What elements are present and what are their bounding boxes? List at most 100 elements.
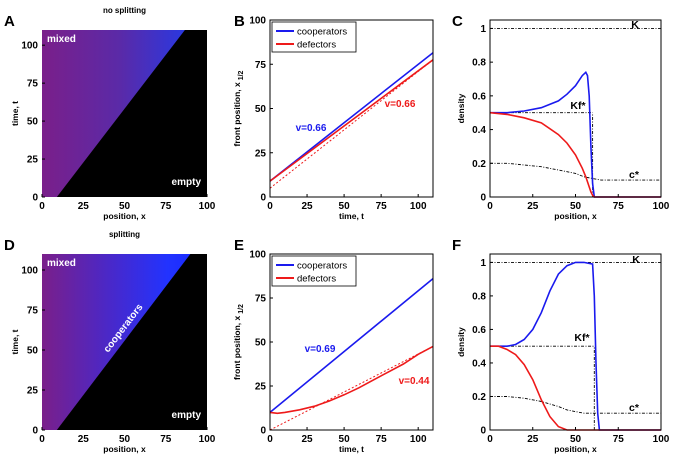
legend-label-defectors: defectors — [297, 274, 336, 285]
reference-label: c* — [629, 402, 640, 414]
mixed-region — [42, 30, 185, 197]
x-tick-label: 75 — [376, 201, 388, 212]
asymptote-line — [269, 59, 434, 189]
x-axis-label: position, x — [554, 211, 597, 221]
empty-label: empty — [172, 410, 202, 421]
y-tick-label: 0 — [260, 193, 266, 204]
legend-label-cooperators: cooperators — [297, 27, 347, 38]
y-tick-label: 0 — [32, 426, 38, 437]
reference-label: K — [631, 19, 639, 31]
velocity-label: v=0.66 — [296, 123, 327, 134]
panel-letter: D — [4, 237, 15, 254]
x-axis-label: position, x — [554, 444, 597, 454]
x-axis-label: position, x — [103, 211, 146, 221]
y-tick-label: 1 — [480, 24, 486, 35]
x-axis-label: position, x — [103, 444, 146, 454]
y-axis-label-subscript: 1/2 — [238, 304, 245, 316]
line-panel-c: K Kf* c* — [489, 19, 661, 198]
series-line-cooperators — [269, 52, 434, 182]
legend-box — [271, 255, 357, 287]
axes-panel-b: 0 25 50 75 100 0 25 50 75 100 time, t front positio… — [232, 13, 434, 221]
x-tick-label: 0 — [487, 434, 493, 445]
y-tick-label: 75 — [27, 79, 39, 90]
legend-label-defectors: defectors — [297, 40, 336, 51]
line-panel-b: cooperators defectors v=0.66 v=0.66 — [269, 21, 434, 189]
x-tick-label: 0 — [267, 201, 273, 212]
y-tick-label: 100 — [249, 16, 266, 27]
velocity-label: v=0.69 — [305, 344, 336, 355]
series-line-cooperators — [490, 261, 661, 431]
x-tick-label: 75 — [376, 434, 388, 445]
line-panel-f: K Kf* c* — [490, 254, 661, 431]
y-tick-label: 0.6 — [472, 325, 486, 336]
x-tick-label: 25 — [527, 434, 539, 445]
y-tick-label: 0.4 — [472, 125, 486, 136]
reference-label: Kf* — [570, 100, 586, 112]
y-tick-label: 75 — [255, 60, 267, 71]
series-line-cooperators — [269, 277, 434, 414]
x-tick-label: 50 — [570, 201, 582, 212]
line-panel-e: cooperators defectors v=0.69 v=0.44 — [269, 255, 434, 431]
asymptote-line — [269, 345, 434, 431]
x-tick-label: 50 — [570, 434, 582, 445]
y-tick-label: 0 — [260, 426, 266, 437]
x-tick-label: 25 — [78, 201, 90, 212]
y-axis-label-subscript: 1/2 — [238, 70, 245, 82]
panel-letter: B — [234, 13, 245, 30]
axes-panel-d: 0 25 50 75 100 0 25 50 75 100 position, x time, t sp… — [4, 230, 216, 454]
axes-panel-e: 0 25 50 75 100 0 25 50 75 100 time, t front positio… — [232, 237, 434, 454]
x-tick-label: 0 — [39, 201, 45, 212]
x-tick-label: 25 — [78, 434, 90, 445]
y-axis-label: density — [456, 93, 466, 123]
x-tick-label: 50 — [339, 434, 351, 445]
y-tick-label: 75 — [255, 294, 267, 305]
panel-letter: E — [234, 237, 244, 254]
velocity-label: v=0.66 — [385, 99, 416, 110]
y-tick-label: 50 — [27, 346, 39, 357]
x-axis-label: time, t — [339, 444, 364, 454]
y-tick-label: 25 — [255, 382, 267, 393]
mixed-region — [42, 254, 191, 430]
x-tick-label: 100 — [653, 434, 670, 445]
y-tick-label: 0 — [480, 193, 486, 204]
y-tick-label: 50 — [27, 117, 39, 128]
series-line-defectors — [269, 59, 434, 182]
panel-letter: C — [452, 13, 463, 30]
y-axis-label: time, t — [10, 101, 20, 126]
x-tick-label: 75 — [160, 201, 172, 212]
y-tick-label: 100 — [21, 41, 38, 52]
x-tick-label: 75 — [613, 201, 625, 212]
series-line-defectors — [490, 345, 661, 431]
x-tick-label: 0 — [487, 201, 493, 212]
series-line-defectors — [269, 345, 434, 415]
series-line-cooperators — [490, 70, 661, 198]
y-tick-label: 0.4 — [472, 358, 486, 369]
y-tick-label: 25 — [27, 386, 39, 397]
panel-letter: F — [452, 237, 461, 254]
y-tick-label: 25 — [255, 148, 267, 159]
x-tick-label: 75 — [613, 434, 625, 445]
mixed-label: mixed — [47, 34, 76, 45]
y-tick-label: 75 — [27, 306, 39, 317]
x-tick-label: 25 — [301, 434, 313, 445]
y-axis-label: time, t — [10, 329, 20, 354]
heatmap-panel-a: mixed empty — [42, 30, 207, 197]
y-tick-label: 100 — [21, 266, 38, 277]
legend-box — [271, 21, 357, 53]
reference-label: Kf* — [574, 332, 590, 344]
y-tick-label: 0.2 — [472, 159, 486, 170]
legend: cooperators defectors — [271, 255, 357, 287]
x-tick-label: 25 — [527, 201, 539, 212]
x-tick-label: 100 — [653, 201, 670, 212]
panel-title: no splitting — [103, 6, 146, 15]
y-tick-label: 0 — [32, 193, 38, 204]
reference-line — [490, 162, 661, 181]
x-tick-label: 100 — [410, 434, 427, 445]
y-tick-label: 25 — [27, 155, 39, 166]
y-tick-label: 50 — [255, 338, 267, 349]
y-tick-label: 0.8 — [472, 58, 486, 69]
series-line-defectors — [489, 111, 661, 198]
axes-panel-a: 0 25 50 75 100 0 25 50 75 100 position, x time, t no… — [4, 6, 216, 221]
